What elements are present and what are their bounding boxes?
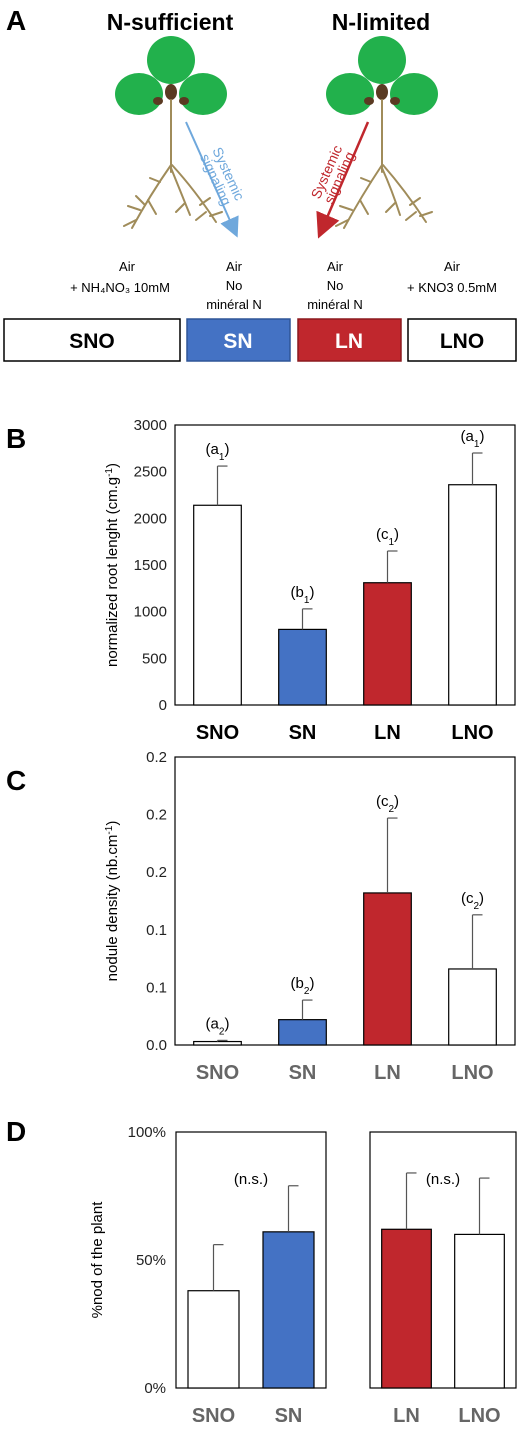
category-label-sno: SNO <box>196 1062 239 1084</box>
y-tick-label: 50% <box>136 1252 166 1269</box>
significance-letter-sn: (b2) <box>291 975 315 997</box>
category-label-lno: LNO <box>458 1405 500 1427</box>
medium-sn-line2: No <box>226 278 243 293</box>
y-tick-label: 0.2 <box>146 807 167 824</box>
bar-lno <box>454 1233 505 1389</box>
y-tick-label: 0.1 <box>146 979 167 996</box>
panel-b-letter: B <box>6 423 26 454</box>
chart-root-length: 0 500 1000 1500 2000 2500 3000 (a1) SNO (b1) SN (c1… <box>104 417 516 744</box>
category-label-sn: SN <box>289 722 317 744</box>
significance-letter-lno: (c2) <box>461 890 484 912</box>
significance-letter-lno: (a1) <box>461 428 485 450</box>
medium-label-sno: Air + NH₄NO₃ 10mM <box>70 259 170 295</box>
category-label-ln: LN <box>374 1062 401 1084</box>
y-tick-label: 2500 <box>134 464 167 481</box>
y-tick-label: 3000 <box>134 417 167 434</box>
bar-ln <box>363 892 412 1046</box>
bar-ln <box>363 582 412 706</box>
medium-lno-line1: Air <box>444 259 461 274</box>
y-axis-label: nodule density (nb.cm-1) <box>104 821 122 982</box>
medium-sno-line1: Air <box>119 259 136 274</box>
medium-ln-line1: Air <box>327 259 344 274</box>
significance-label-group-2: (n.s.) <box>426 1171 460 1188</box>
significance-letter-sno: (a2) <box>206 1015 230 1037</box>
medium-label-sn: Air No minéral N <box>206 259 262 312</box>
category-label-sn: SN <box>289 1062 317 1084</box>
treatment-box-sno-label: SNO <box>69 330 115 353</box>
medium-sn-line3: minéral N <box>206 297 262 312</box>
medium-label-lno: Air + KNO3 0.5mM <box>407 259 497 295</box>
category-label-ln: LN <box>393 1405 420 1427</box>
bar-sn <box>278 1019 327 1046</box>
bar-sno <box>193 1040 242 1046</box>
n-sufficient-title: N-sufficient <box>107 9 234 35</box>
y-tick-label: 1500 <box>134 557 167 574</box>
medium-lno-line2: + KNO3 0.5mM <box>407 280 497 295</box>
category-label-sno: SNO <box>196 722 239 744</box>
y-tick-label: 0.2 <box>146 749 167 766</box>
category-label-lno: LNO <box>451 722 493 744</box>
y-tick-label: 0.2 <box>146 864 167 881</box>
y-tick-label: 0.1 <box>146 922 167 939</box>
category-label-ln: LN <box>374 722 401 744</box>
y-tick-label: 100% <box>128 1124 166 1141</box>
y-tick-label: 500 <box>142 650 167 667</box>
treatment-box-sn: SN <box>186 318 291 362</box>
plot-frame-group-2 <box>369 1131 517 1389</box>
bar-sn <box>278 628 327 706</box>
systemic-signaling-arrow-left: Systemic signaling <box>185 121 248 238</box>
panel-a-letter: A <box>6 5 26 36</box>
significance-letter-ln: (c1) <box>376 526 399 548</box>
y-tick-label: 1000 <box>134 604 167 621</box>
plant-illustration-left <box>115 36 227 229</box>
treatment-box-ln: LN <box>297 318 402 362</box>
bar-sn <box>262 1231 315 1389</box>
y-tick-label: 0.0 <box>146 1037 167 1054</box>
y-axis-label: %nod of the plant <box>89 1201 106 1319</box>
category-label-sno: SNO <box>192 1405 235 1427</box>
significance-letter-sn: (b1) <box>291 584 315 606</box>
plot-frame <box>174 756 516 1046</box>
y-tick-label: 0% <box>144 1380 166 1397</box>
y-axis-label: normalized root lenght (cm.g-1) <box>104 463 122 667</box>
treatment-box-ln-label: LN <box>335 330 363 353</box>
chart-nodule-density: 0.0 0.1 0.1 0.2 0.2 0.2 (a2) SNO (b2) SN (c2) LN (c2… <box>104 749 516 1084</box>
significance-letter-sno: (a1) <box>206 441 230 463</box>
chart-nodule-percentage: 0% 50% 100% %nod of the plant (n.s.) SNO SN (n.… <box>89 1124 517 1427</box>
category-label-lno: LNO <box>451 1062 493 1084</box>
plot-frame-group-1 <box>175 1131 327 1389</box>
medium-sno-line2: + NH₄NO₃ 10mM <box>70 280 170 295</box>
medium-sn-line1: Air <box>226 259 243 274</box>
treatment-box-lno-label: LNO <box>440 330 484 353</box>
systemic-signaling-arrow-right: Systemic signaling <box>307 121 370 239</box>
bar-lno <box>448 968 497 1046</box>
y-tick-label: 2000 <box>134 510 167 527</box>
plot-frame <box>174 424 516 706</box>
significance-label-group-1: (n.s.) <box>234 1171 268 1188</box>
medium-ln-line2: No <box>327 278 344 293</box>
medium-ln-line3: minéral N <box>307 297 363 312</box>
panel-c-letter: C <box>6 765 26 796</box>
y-tick-label: 0 <box>159 697 167 714</box>
treatment-box-sno: SNO <box>3 318 181 362</box>
plant-illustration-right <box>326 36 438 229</box>
category-label-sn: SN <box>275 1405 303 1427</box>
medium-label-ln: Air No minéral N <box>307 259 363 312</box>
panel-d-letter: D <box>6 1116 26 1147</box>
significance-letter-ln: (c2) <box>376 793 399 815</box>
bar-sno <box>193 504 242 706</box>
bar-ln <box>381 1228 432 1389</box>
bar-lno <box>448 484 497 706</box>
treatment-box-lno: LNO <box>407 318 517 362</box>
bar-sno <box>187 1290 240 1389</box>
treatment-box-sn-label: SN <box>223 330 252 353</box>
n-limited-title: N-limited <box>332 9 430 35</box>
